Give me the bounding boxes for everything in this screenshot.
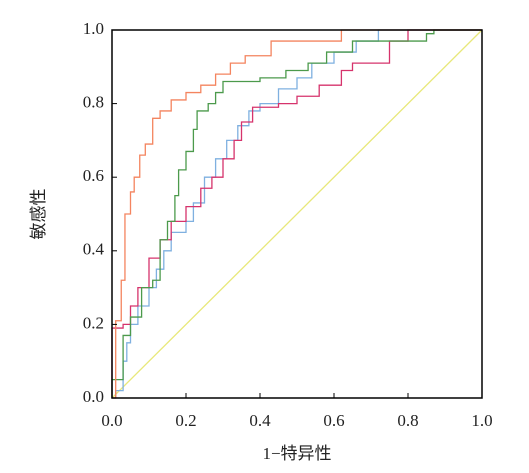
y-tick-label: 0.4 (83, 240, 105, 259)
roc-curve (112, 29, 482, 399)
y-tick-label: 0.8 (83, 93, 104, 112)
roc-curve (111, 29, 482, 398)
x-tick-label: 0.2 (175, 411, 196, 430)
x-axis-label: 1−特异性 (262, 444, 331, 463)
x-tick-label: 1.0 (471, 411, 492, 430)
roc-curve (111, 29, 483, 399)
x-tick-label: 0.6 (323, 411, 344, 430)
y-tick-label: 0.6 (83, 166, 104, 185)
y-axis-label: 敏感性 (29, 189, 48, 240)
plot-frame (111, 29, 483, 399)
y-tick-label: 0.2 (83, 313, 104, 332)
y-tick-label: 1.0 (83, 19, 104, 38)
y-tick-label: 0.0 (83, 387, 104, 406)
x-tick-label: 0.8 (397, 411, 418, 430)
x-tick-label: 0.4 (249, 411, 271, 430)
roc-curve (111, 29, 482, 398)
x-tick-label: 0.0 (101, 411, 122, 430)
